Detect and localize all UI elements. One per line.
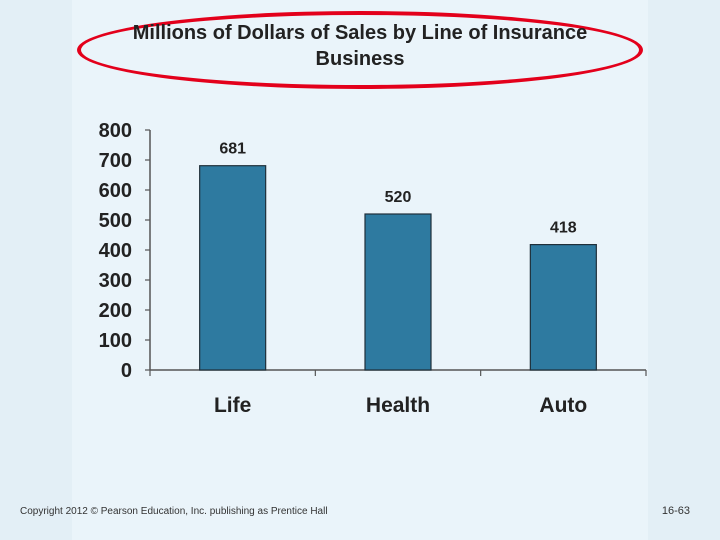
y-tick-label: 500 xyxy=(99,210,132,232)
data-label: 520 xyxy=(385,189,412,206)
slide-left-band xyxy=(0,0,72,540)
data-label: 681 xyxy=(219,141,246,158)
slide-right-band xyxy=(648,0,720,540)
category-label: Life xyxy=(214,394,251,417)
bar-health xyxy=(364,213,432,371)
copyright-footer: Copyright 2012 © Pearson Education, Inc.… xyxy=(20,506,328,517)
y-tick-label: 200 xyxy=(99,300,132,322)
bar-auto xyxy=(529,244,597,371)
category-label: Auto xyxy=(539,394,587,417)
y-tick-label: 300 xyxy=(99,270,132,292)
y-tick-label: 700 xyxy=(99,150,132,172)
y-tick-label: 400 xyxy=(99,240,132,262)
slide-number: 16-63 xyxy=(661,505,690,517)
y-tick-label: 0 xyxy=(121,360,132,382)
y-tick-label: 800 xyxy=(99,120,132,142)
category-label: Health xyxy=(366,394,430,417)
data-label: 418 xyxy=(550,220,577,237)
bar-life xyxy=(199,165,267,371)
chart-title: Millions of Dollars of Sales by Line of … xyxy=(132,22,588,70)
y-tick-label: 100 xyxy=(99,330,132,352)
y-tick-label: 600 xyxy=(99,180,132,202)
title-highlight-ellipse xyxy=(77,11,643,89)
